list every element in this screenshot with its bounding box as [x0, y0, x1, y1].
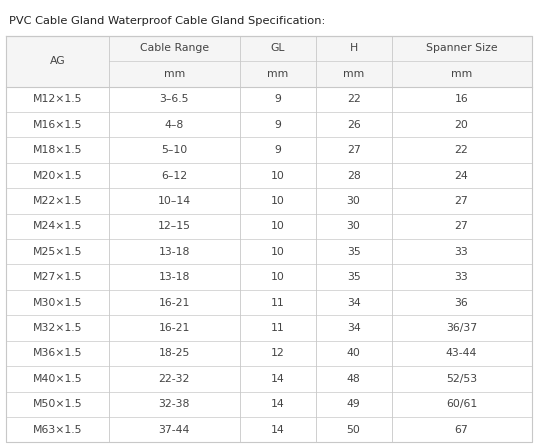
Text: 43-44: 43-44: [446, 348, 477, 359]
Text: 4–8: 4–8: [165, 120, 184, 130]
Text: 60/61: 60/61: [446, 399, 477, 409]
Text: 32-38: 32-38: [159, 399, 190, 409]
Text: 10–14: 10–14: [158, 196, 191, 206]
Text: 16-21: 16-21: [159, 297, 190, 308]
Text: 33: 33: [455, 247, 469, 257]
Text: 9: 9: [274, 120, 281, 130]
Text: M24×1.5: M24×1.5: [33, 221, 82, 231]
Text: 49: 49: [346, 399, 360, 409]
Text: M40×1.5: M40×1.5: [33, 374, 82, 384]
Text: 5–10: 5–10: [161, 145, 187, 155]
Text: 14: 14: [271, 425, 285, 435]
Text: M12×1.5: M12×1.5: [33, 94, 82, 104]
Text: 34: 34: [346, 297, 360, 308]
Text: 50: 50: [346, 425, 360, 435]
Text: 16-21: 16-21: [159, 323, 190, 333]
Text: M32×1.5: M32×1.5: [33, 323, 82, 333]
Text: M36×1.5: M36×1.5: [33, 348, 82, 359]
Text: M50×1.5: M50×1.5: [33, 399, 82, 409]
Text: 6–12: 6–12: [161, 170, 187, 181]
Text: 16: 16: [455, 94, 469, 104]
Text: GL: GL: [271, 43, 285, 54]
Text: 26: 26: [346, 120, 360, 130]
Text: H: H: [350, 43, 358, 54]
Text: 36/37: 36/37: [446, 323, 477, 333]
Text: 40: 40: [346, 348, 360, 359]
Text: 9: 9: [274, 145, 281, 155]
Text: 35: 35: [346, 272, 360, 282]
Text: 10: 10: [271, 170, 285, 181]
Text: 12: 12: [271, 348, 285, 359]
Text: 30: 30: [346, 196, 360, 206]
Text: 48: 48: [346, 374, 360, 384]
Text: AG: AG: [49, 56, 65, 66]
Text: 10: 10: [271, 196, 285, 206]
Text: 10: 10: [271, 221, 285, 231]
Text: 27: 27: [346, 145, 360, 155]
Text: M18×1.5: M18×1.5: [33, 145, 82, 155]
Text: mm: mm: [164, 69, 185, 79]
Text: 14: 14: [271, 399, 285, 409]
Text: M27×1.5: M27×1.5: [33, 272, 82, 282]
Text: M25×1.5: M25×1.5: [33, 247, 82, 257]
Text: 34: 34: [346, 323, 360, 333]
Text: 52/53: 52/53: [446, 374, 477, 384]
Text: M30×1.5: M30×1.5: [33, 297, 82, 308]
Text: Cable Range: Cable Range: [140, 43, 209, 54]
Text: mm: mm: [267, 69, 288, 79]
Text: 20: 20: [455, 120, 469, 130]
Text: 28: 28: [346, 170, 360, 181]
Text: 14: 14: [271, 374, 285, 384]
Text: 27: 27: [455, 196, 469, 206]
Text: 35: 35: [346, 247, 360, 257]
Text: M22×1.5: M22×1.5: [33, 196, 82, 206]
Text: M63×1.5: M63×1.5: [33, 425, 82, 435]
Text: 13-18: 13-18: [159, 247, 190, 257]
Text: mm: mm: [343, 69, 364, 79]
Text: 30: 30: [346, 221, 360, 231]
Text: 10: 10: [271, 272, 285, 282]
Text: 37-44: 37-44: [159, 425, 190, 435]
Text: 11: 11: [271, 323, 285, 333]
Text: 10: 10: [271, 247, 285, 257]
Text: 3–6.5: 3–6.5: [159, 94, 189, 104]
Text: PVC Cable Gland Waterproof Cable Gland Specification:: PVC Cable Gland Waterproof Cable Gland S…: [9, 16, 325, 25]
Text: 11: 11: [271, 297, 285, 308]
Text: 22: 22: [455, 145, 469, 155]
Text: M20×1.5: M20×1.5: [33, 170, 82, 181]
Text: 67: 67: [455, 425, 469, 435]
Text: 12–15: 12–15: [158, 221, 190, 231]
Text: M16×1.5: M16×1.5: [33, 120, 82, 130]
Text: 33: 33: [455, 272, 469, 282]
Text: Spanner Size: Spanner Size: [426, 43, 497, 54]
Text: 27: 27: [455, 221, 469, 231]
Text: 36: 36: [455, 297, 469, 308]
Text: 18-25: 18-25: [159, 348, 190, 359]
Text: 9: 9: [274, 94, 281, 104]
Text: 24: 24: [455, 170, 469, 181]
Text: 13-18: 13-18: [159, 272, 190, 282]
Text: mm: mm: [451, 69, 472, 79]
Text: 22: 22: [346, 94, 360, 104]
Text: 22-32: 22-32: [159, 374, 190, 384]
